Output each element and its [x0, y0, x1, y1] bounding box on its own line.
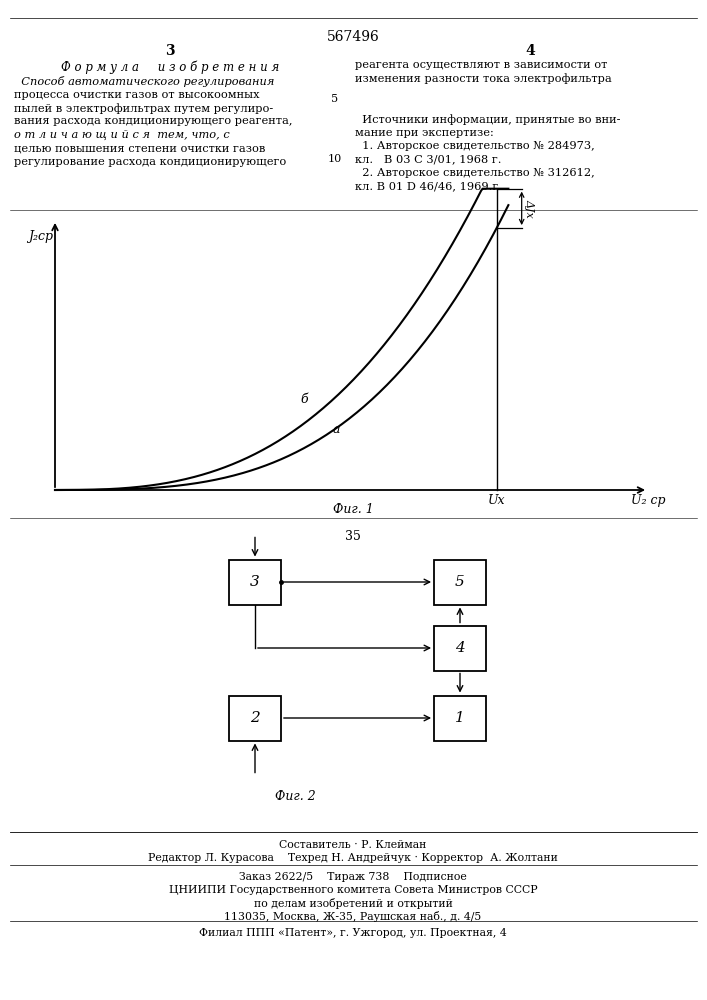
Text: 3: 3: [165, 44, 175, 58]
Text: 35: 35: [345, 530, 361, 543]
Text: кл.   В 03 С 3/01, 1968 г.: кл. В 03 С 3/01, 1968 г.: [355, 154, 501, 164]
Text: J₂ср: J₂ср: [28, 230, 53, 243]
Text: Заказ 2622/5    Тираж 738    Подписное: Заказ 2622/5 Тираж 738 Подписное: [239, 872, 467, 882]
Text: по делам изобретений и открытий: по делам изобретений и открытий: [254, 898, 452, 909]
Text: Фиг. 2: Фиг. 2: [274, 790, 315, 803]
Text: 2. Авторское свидетельство № 312612,: 2. Авторское свидетельство № 312612,: [355, 168, 595, 178]
Bar: [434, 626, 486, 670]
Text: 10: 10: [328, 154, 342, 164]
Text: 5: 5: [332, 94, 339, 104]
Text: процесса очистки газов от высокоомных: процесса очистки газов от высокоомных: [14, 90, 259, 100]
Text: регулирование расхода кондиционирующего: регулирование расхода кондиционирующего: [14, 157, 286, 167]
Text: 113035, Москва, Ж-35, Раушская наб., д. 4/5: 113035, Москва, Ж-35, Раушская наб., д. …: [224, 911, 481, 922]
Text: о т л и ч а ю щ и й с я  тем, что, с: о т л и ч а ю щ и й с я тем, что, с: [14, 130, 230, 140]
Text: Филиал ППП «Патент», г. Ужгород, ул. Проектная, 4: Филиал ППП «Патент», г. Ужгород, ул. Про…: [199, 928, 507, 938]
Text: 3: 3: [250, 575, 260, 589]
Text: 2: 2: [250, 711, 260, 725]
Text: Фиг. 1: Фиг. 1: [332, 503, 373, 516]
Text: Источники информации, принятые во вни-: Источники информации, принятые во вни-: [355, 114, 621, 125]
Bar: [229, 560, 281, 604]
Text: Редактор Л. Курасова    Техред Н. Андрейчук · Корректор  А. Жолтани: Редактор Л. Курасова Техред Н. Андрейчук…: [148, 853, 558, 863]
Text: ЦНИИПИ Государственного комитета Совета Министров СССР: ЦНИИПИ Государственного комитета Совета …: [169, 885, 537, 895]
Bar: [434, 560, 486, 604]
Text: б: б: [300, 393, 308, 406]
Text: ΔJх: ΔJх: [525, 199, 534, 218]
Text: Способ автоматического регулирования: Способ автоматического регулирования: [14, 76, 274, 87]
Text: Составитель · Р. Клейман: Составитель · Р. Клейман: [279, 840, 427, 850]
Text: Uх: Uх: [488, 494, 506, 507]
Text: 5: 5: [455, 575, 465, 589]
Text: пылей в электрофильтрах путем регулиро-: пылей в электрофильтрах путем регулиро-: [14, 103, 273, 114]
Text: 4: 4: [455, 641, 465, 655]
Text: Ф о р м у л а     и з о б р е т е н и я: Ф о р м у л а и з о б р е т е н и я: [61, 60, 279, 74]
Text: изменения разности тока электрофильтра: изменения разности тока электрофильтра: [355, 74, 612, 84]
Text: кл. В 01 D 46/46, 1969.г.: кл. В 01 D 46/46, 1969.г.: [355, 182, 502, 192]
Text: 567496: 567496: [327, 30, 380, 44]
Text: вания расхода кондиционирующего реагента,: вания расхода кондиционирующего реагента…: [14, 116, 293, 126]
Text: мание при экспертизе:: мание при экспертизе:: [355, 127, 493, 137]
Bar: [229, 696, 281, 740]
Text: 1. Авторское свидетельство № 284973,: 1. Авторское свидетельство № 284973,: [355, 141, 595, 151]
Text: а: а: [333, 423, 341, 436]
Bar: [434, 696, 486, 740]
Text: целью повышения степени очистки газов: целью повышения степени очистки газов: [14, 143, 265, 153]
Text: 4: 4: [525, 44, 535, 58]
Text: U₂ ср: U₂ ср: [631, 494, 665, 507]
Text: реагента осуществляют в зависимости от: реагента осуществляют в зависимости от: [355, 60, 607, 70]
Text: 1: 1: [455, 711, 465, 725]
